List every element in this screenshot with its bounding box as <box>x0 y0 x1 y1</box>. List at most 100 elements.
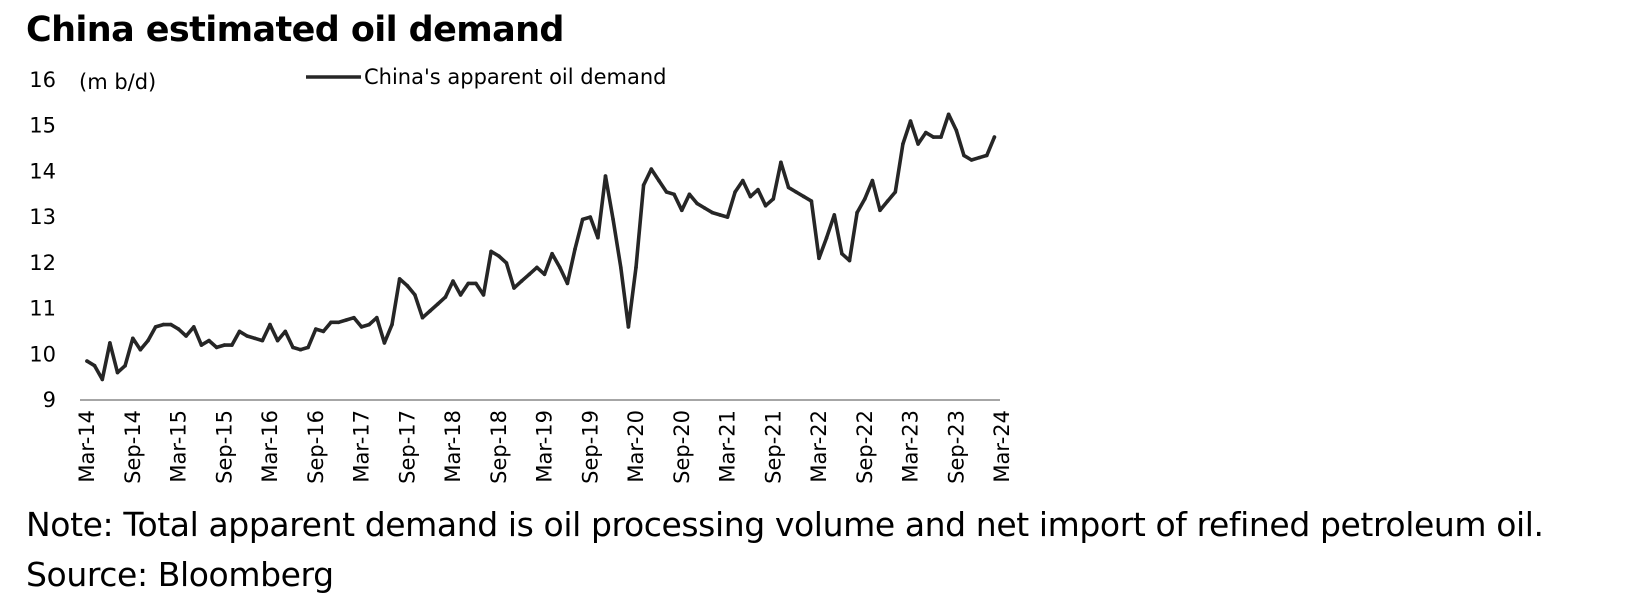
x-tick-label: Sep-20 <box>670 410 694 484</box>
data-point <box>451 279 455 283</box>
y-tick-label: 15 <box>29 114 56 138</box>
x-tick-label: Mar-24 <box>990 410 1014 483</box>
legend: China's apparent oil demand <box>306 65 667 89</box>
data-point <box>763 203 768 208</box>
data-point <box>939 135 943 139</box>
data-point <box>969 158 974 162</box>
data-point <box>504 261 509 265</box>
data-point <box>779 160 783 165</box>
data-point <box>977 155 981 160</box>
data-point <box>626 325 631 329</box>
y-tick-label: 14 <box>29 159 56 183</box>
data-point <box>641 183 646 187</box>
data-point <box>535 265 539 270</box>
data-point <box>314 327 318 331</box>
y-tick-label: 12 <box>29 251 56 275</box>
data-point <box>580 217 585 222</box>
x-tick-label: Mar-22 <box>807 410 831 483</box>
x-tick-label: Mar-23 <box>899 410 923 483</box>
data-point <box>893 190 898 194</box>
x-tick-label: Mar-20 <box>624 410 648 483</box>
data-point <box>550 251 554 256</box>
data-point <box>275 338 280 343</box>
data-point <box>382 341 387 345</box>
data-point <box>390 322 394 327</box>
data-point <box>702 206 707 210</box>
y-axis-unit-label: (m b/d) <box>79 70 156 94</box>
data-point <box>512 286 516 290</box>
data-point <box>809 199 814 203</box>
y-tick-label: 11 <box>29 297 56 321</box>
data-point <box>855 210 859 215</box>
data-point <box>115 370 120 375</box>
chart-title: China estimated oil demand <box>26 10 564 50</box>
data-point <box>375 315 379 320</box>
data-point <box>664 190 669 194</box>
data-point <box>138 347 143 352</box>
data-point <box>291 345 295 350</box>
data-point <box>603 174 608 178</box>
data-point <box>436 302 440 306</box>
data-point <box>237 329 242 334</box>
data-point <box>786 185 791 190</box>
x-tick-label: Sep-19 <box>578 410 602 484</box>
data-point <box>214 345 219 350</box>
data-point <box>169 322 173 327</box>
data-point <box>207 338 211 343</box>
series-points <box>85 112 997 382</box>
data-point <box>489 249 493 254</box>
data-point <box>367 322 371 327</box>
data-point <box>573 247 577 251</box>
data-point <box>756 187 760 192</box>
data-point <box>824 235 829 240</box>
y-tick-label: 9 <box>43 388 56 412</box>
data-point <box>321 329 326 334</box>
data-point <box>481 293 486 297</box>
data-point <box>298 347 303 352</box>
data-point <box>817 256 821 261</box>
y-tick-label: 10 <box>29 342 56 366</box>
data-point <box>260 338 265 343</box>
x-tick-label: Mar-14 <box>75 410 99 483</box>
data-point <box>649 167 654 171</box>
data-point <box>283 329 288 334</box>
data-point <box>962 153 966 158</box>
data-point <box>885 199 890 203</box>
chart-source: Source: Bloomberg <box>26 555 334 594</box>
data-point <box>146 338 150 343</box>
data-point <box>92 363 97 368</box>
data-point <box>611 217 615 222</box>
x-tick-label: Sep-15 <box>212 410 236 484</box>
data-point <box>245 334 249 338</box>
chart-note: Note: Total apparent demand is oil proce… <box>26 505 1544 544</box>
data-point <box>420 315 425 320</box>
data-point <box>192 325 196 329</box>
data-point <box>588 215 593 219</box>
x-tick-label: Sep-21 <box>761 410 785 484</box>
data-point <box>230 343 234 347</box>
data-point <box>748 194 753 199</box>
data-point <box>733 190 737 194</box>
data-point <box>100 377 105 382</box>
data-point <box>527 272 532 277</box>
data-point <box>794 190 798 194</box>
data-point <box>184 334 188 338</box>
data-point <box>863 197 867 201</box>
x-axis: Mar-14 Sep-14 Mar-15 Sep-15 Mar-16 Sep-16 Mar-… <box>75 410 1014 484</box>
data-point <box>161 322 166 327</box>
data-point <box>359 325 364 329</box>
data-point <box>466 281 471 286</box>
data-point <box>199 343 204 347</box>
data-point <box>329 320 333 325</box>
data-point <box>108 341 112 345</box>
data-point <box>565 281 570 286</box>
data-point <box>428 309 432 313</box>
data-point <box>336 320 341 325</box>
data-point <box>878 208 882 213</box>
x-tick-label: Sep-16 <box>304 410 328 484</box>
data-point <box>397 277 402 281</box>
x-tick-label: Sep-23 <box>944 410 968 484</box>
data-point <box>840 251 844 256</box>
data-point <box>946 112 951 117</box>
